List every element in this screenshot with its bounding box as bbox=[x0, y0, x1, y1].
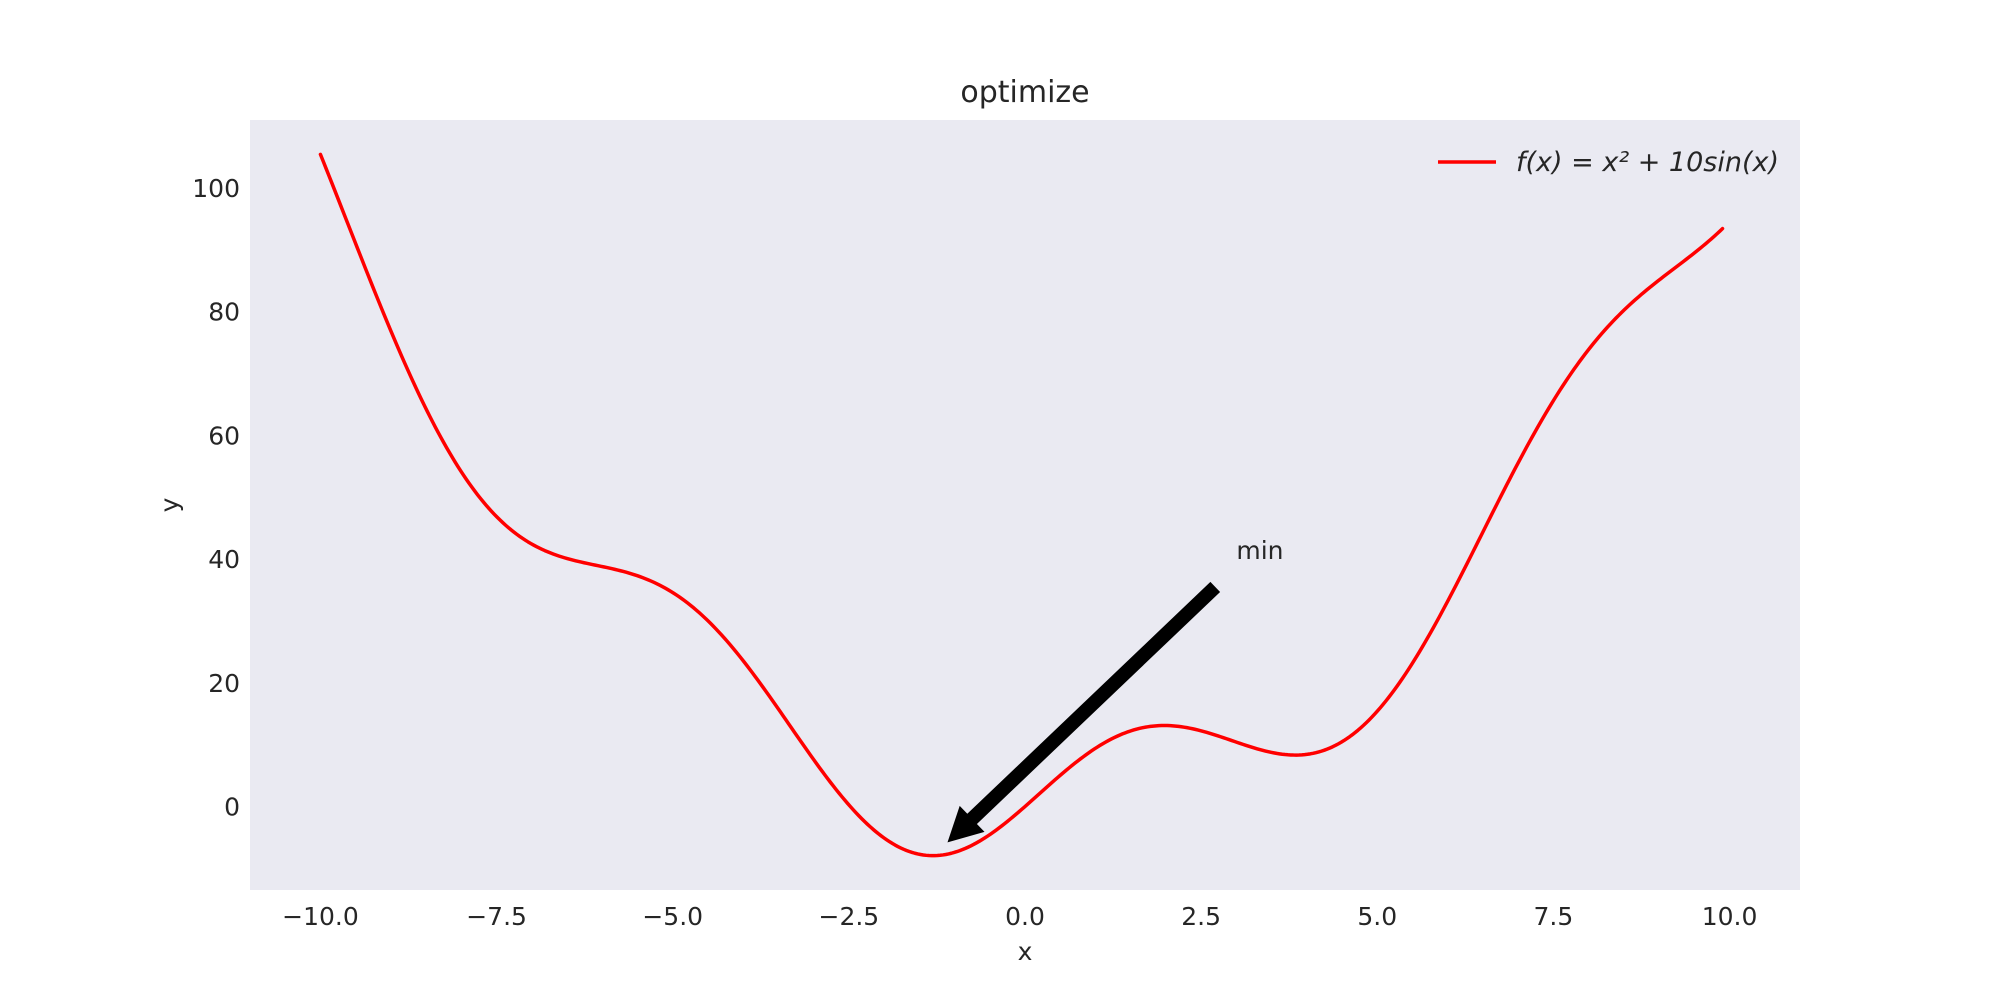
x-tick-label: −10.0 bbox=[282, 902, 359, 931]
x-tick-label: 10.0 bbox=[1702, 902, 1758, 931]
y-tick-label: 100 bbox=[192, 174, 240, 203]
y-tick-label: 40 bbox=[208, 545, 240, 574]
y-tick-label: 80 bbox=[208, 298, 240, 327]
x-tick-label: −7.5 bbox=[466, 902, 527, 931]
x-tick-label: −2.5 bbox=[819, 902, 880, 931]
y-tick-label: 20 bbox=[208, 669, 240, 698]
x-tick-label: 5.0 bbox=[1357, 902, 1397, 931]
x-axis-ticks: −10.0 −7.5 −5.0 −2.5 0.0 2.5 5.0 7.5 10.0 bbox=[282, 902, 1757, 931]
y-axis-label: y bbox=[155, 497, 184, 512]
legend-label: f(x) = x² + 10sin(x) bbox=[1516, 147, 1779, 178]
y-tick-label: 60 bbox=[208, 421, 240, 450]
y-tick-label: 0 bbox=[224, 793, 240, 822]
annotation-label: min bbox=[1236, 536, 1283, 565]
x-axis-label: x bbox=[1018, 937, 1033, 966]
chart-title: optimize bbox=[960, 75, 1089, 110]
x-tick-label: 7.5 bbox=[1534, 902, 1574, 931]
y-axis-ticks: 0 20 40 60 80 100 bbox=[192, 174, 240, 821]
x-tick-label: −5.0 bbox=[642, 902, 703, 931]
x-tick-label: 0.0 bbox=[1005, 902, 1045, 931]
x-tick-label: 2.5 bbox=[1181, 902, 1221, 931]
